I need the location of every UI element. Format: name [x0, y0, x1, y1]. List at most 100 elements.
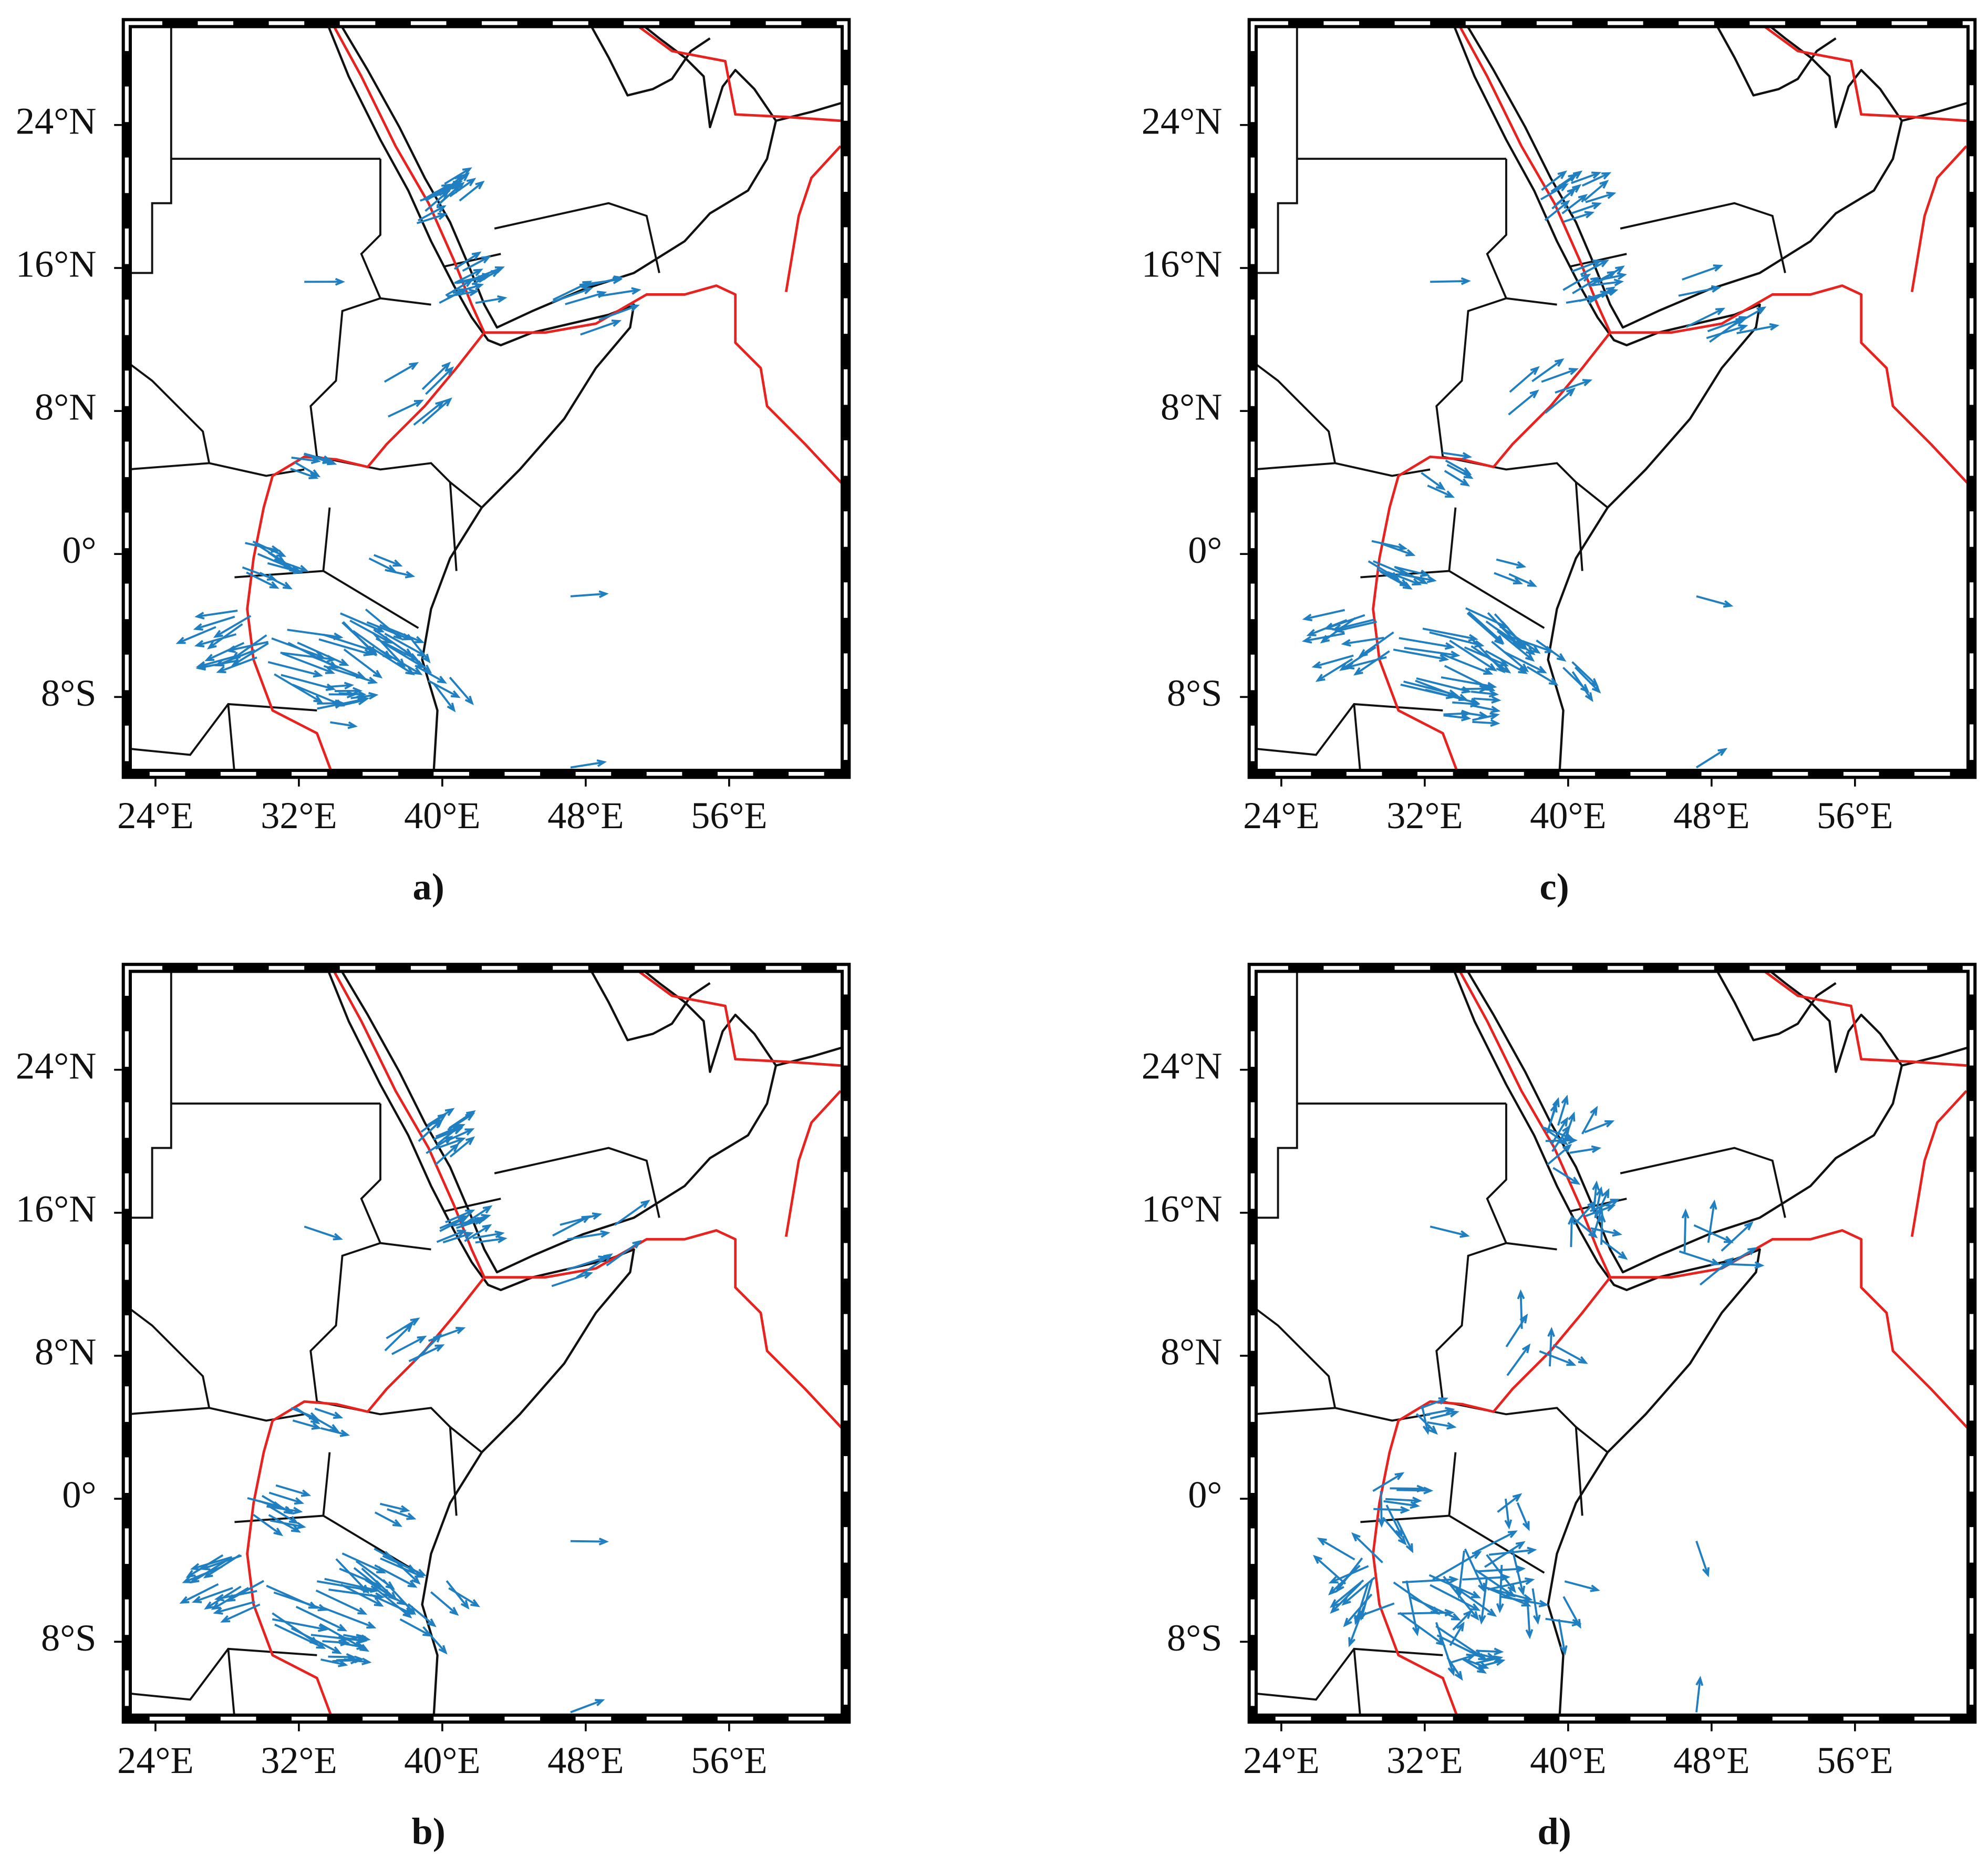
- velocity-arrow: [1415, 1413, 1438, 1435]
- velocity-arrow: [453, 251, 482, 270]
- velocity-arrow: [418, 205, 447, 222]
- velocity-arrow: [384, 1323, 413, 1352]
- velocity-arrow: [421, 362, 451, 390]
- velocity-arrow: [1504, 1498, 1513, 1530]
- velocity-arrow: [1394, 565, 1431, 578]
- velocity-arrow: [1450, 1583, 1497, 1617]
- velocity-arrow: [445, 1209, 475, 1223]
- velocity-arrow: [1695, 1675, 1704, 1713]
- velocity-arrow: [1558, 1619, 1568, 1656]
- velocity-arrow: [1393, 648, 1449, 662]
- velocity-arrow: [342, 621, 377, 657]
- velocity-arrow: [1497, 1493, 1523, 1513]
- velocity-arrow: [1449, 1653, 1476, 1664]
- velocity-arrow: [1547, 1327, 1556, 1367]
- panel-label: d): [1537, 1810, 1571, 1852]
- velocity-arrow: [1572, 276, 1600, 294]
- velocity-arrow: [1430, 277, 1471, 285]
- velocity-arrow: [341, 696, 370, 705]
- velocity-arrow: [1425, 1407, 1455, 1416]
- velocity-arrow: [551, 287, 593, 303]
- velocity-arrow: [1422, 627, 1478, 642]
- y-tick-label: 16°N: [1142, 243, 1223, 285]
- velocity-arrow: [560, 1212, 603, 1226]
- velocity-arrow: [272, 1618, 328, 1632]
- velocity-arrow: [323, 1607, 377, 1629]
- velocity-arrow: [1736, 323, 1780, 334]
- velocity-arrow: [449, 178, 477, 198]
- velocity-arrow: [1452, 699, 1480, 708]
- velocity-arrow: [1455, 1550, 1465, 1599]
- x-tick-label: 24°E: [1243, 794, 1320, 837]
- velocity-arrow: [430, 1591, 459, 1616]
- velocity-arrow: [1721, 1221, 1754, 1252]
- velocity-arrow: [1404, 647, 1461, 658]
- velocity-arrow: [1435, 1625, 1484, 1658]
- velocity-arrow: [1531, 1588, 1541, 1625]
- velocity-arrow: [448, 1587, 481, 1607]
- velocity-arrow: [1571, 171, 1602, 184]
- velocity-arrow: [570, 590, 609, 599]
- velocity-arrow: [1487, 1577, 1535, 1591]
- map-panel: 24°E 32°E 40°E 48°E 56°E 24°N 16°N 8°N 0° 8°S a): [16, 18, 851, 908]
- velocity-arrow: [1546, 1102, 1558, 1134]
- velocity-arrow: [452, 283, 484, 294]
- y-tick-label: 8°S: [1167, 672, 1222, 714]
- velocity-arrow: [275, 1484, 312, 1497]
- velocity-arrow: [1581, 172, 1612, 187]
- x-tick-label: 48°E: [547, 1739, 624, 1781]
- y-tick-label: 0°: [1188, 529, 1222, 571]
- velocity-arrow: [386, 1317, 420, 1339]
- velocity-arrow: [1488, 1547, 1537, 1556]
- velocity-arrow: [1552, 1167, 1581, 1185]
- velocity-arrow: [1452, 1610, 1473, 1631]
- velocity-arrow: [304, 277, 345, 286]
- velocity-arrow: [444, 167, 472, 185]
- velocity-arrow: [379, 1502, 410, 1513]
- velocity-arrow: [274, 558, 309, 572]
- y-tick-label: 8°S: [41, 672, 96, 714]
- velocity-arrow: [614, 1199, 650, 1226]
- velocity-arrow: [1430, 1225, 1470, 1238]
- velocity-arrow: [1328, 1565, 1369, 1584]
- velocity-arrow: [1432, 1551, 1482, 1581]
- velocity-arrow: [1475, 1655, 1504, 1664]
- velocity-arrow: [1471, 689, 1499, 698]
- velocity-arrow: [1471, 638, 1505, 674]
- velocity-arrow: [1696, 595, 1734, 608]
- velocity-arrow: [259, 572, 293, 590]
- velocity-arrow: [1328, 1564, 1361, 1596]
- velocity-arrow: [1706, 324, 1748, 339]
- panels: 24°E 32°E 40°E 48°E 56°E24°N16°N8°N0°8°Sa) 24…: [16, 18, 1977, 1852]
- velocity-arrow: [1496, 558, 1527, 569]
- velocity-arrow: [413, 400, 445, 426]
- x-tick-label: 48°E: [1673, 1739, 1750, 1781]
- velocity-arrow: [1473, 696, 1502, 704]
- velocity-arrow: [1440, 653, 1494, 675]
- velocity-arrow: [1583, 180, 1609, 202]
- y-tick-label: 8°S: [41, 1616, 96, 1659]
- velocity-arrow: [213, 1601, 255, 1615]
- y-tick-label: 24°N: [16, 1044, 97, 1087]
- velocity-arrow: [1330, 1582, 1362, 1614]
- x-tick-label: 56°E: [1817, 1739, 1893, 1781]
- velocity-arrow: [425, 366, 454, 395]
- velocity-arrow: [1555, 379, 1593, 394]
- velocity-arrow: [247, 1497, 283, 1509]
- velocity-arrow: [370, 1593, 415, 1615]
- x-tick-label: 48°E: [547, 794, 624, 837]
- velocity-arrow: [1545, 387, 1576, 414]
- velocity-arrow: [304, 1225, 343, 1241]
- velocity-arrow: [436, 1230, 467, 1243]
- velocity-arrow: [1699, 1257, 1734, 1286]
- velocity-arrow: [1719, 1247, 1757, 1271]
- velocity-arrow: [335, 1558, 370, 1594]
- velocity-arrow: [399, 1618, 433, 1637]
- velocity-arrow: [287, 642, 339, 669]
- x-tick-label: 32°E: [1386, 1739, 1463, 1781]
- velocity-arrow: [1476, 1647, 1504, 1656]
- velocity-arrow: [1473, 705, 1501, 714]
- velocity-arrow: [220, 1603, 261, 1623]
- velocity-arrow: [475, 295, 508, 304]
